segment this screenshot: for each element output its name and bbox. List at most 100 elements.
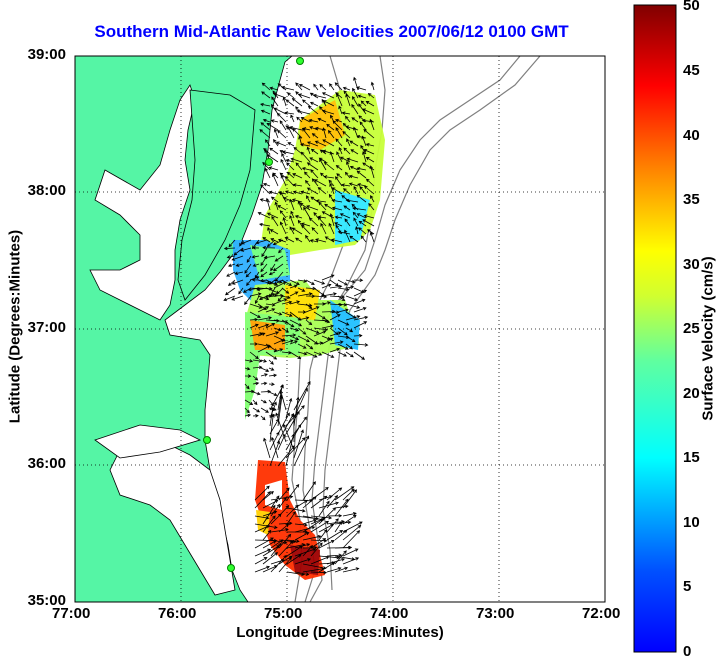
velocity-arrow xyxy=(353,343,369,347)
velocity-arrow xyxy=(292,183,303,187)
velocity-patch-hatteras-gap xyxy=(265,480,282,510)
velocity-arrow xyxy=(310,515,333,520)
velocity-arrow xyxy=(293,146,303,155)
velocity-arrow xyxy=(262,540,277,549)
velocity-arrow xyxy=(306,141,319,147)
velocity-arrow xyxy=(282,216,287,227)
velocity-arrow xyxy=(334,222,343,227)
velocity-arrow xyxy=(294,571,310,576)
velocity-arrow xyxy=(257,345,271,353)
velocity-arrow xyxy=(337,295,346,302)
velocity-arrow xyxy=(244,389,255,394)
velocity-arrow xyxy=(311,133,319,139)
map-title: Southern Mid-Atlantic Raw Velocities 200… xyxy=(94,22,569,41)
velocity-arrow xyxy=(297,335,310,343)
velocity-arrow xyxy=(349,165,359,171)
velocity-arrow xyxy=(259,129,271,139)
velocity-arrow xyxy=(297,310,307,314)
velocity-arrow xyxy=(262,515,276,533)
velocity-arrow xyxy=(341,195,351,203)
velocity-arrow xyxy=(287,142,295,147)
velocity-arrow xyxy=(282,96,287,107)
velocity-arrow xyxy=(286,530,309,534)
velocity-arrow xyxy=(268,190,279,195)
velocity-arrow xyxy=(326,487,343,501)
velocity-arrow xyxy=(321,301,331,305)
velocity-arrow xyxy=(367,92,375,99)
velocity-arrow xyxy=(363,148,375,155)
velocity-arrow xyxy=(255,239,268,245)
velocity-arrow xyxy=(297,279,308,283)
velocity-arrow xyxy=(353,185,359,195)
velocity-arrow xyxy=(336,173,343,179)
velocity-arrow xyxy=(301,99,311,107)
velocity-arrow xyxy=(269,440,281,467)
velocity-arrow xyxy=(297,343,307,349)
velocity-arrow xyxy=(329,182,335,195)
velocity-arrow xyxy=(287,126,295,139)
velocity-patch-north-cyan xyxy=(335,190,370,245)
velocity-arrow xyxy=(281,279,293,286)
velocity-arrow xyxy=(318,500,330,517)
velocity-arrow xyxy=(326,530,344,541)
velocity-arrow xyxy=(289,214,295,227)
velocity-arrow xyxy=(356,166,367,171)
velocity-arrow xyxy=(343,147,351,155)
velocity-arrow xyxy=(313,351,323,356)
velocity-arrow xyxy=(337,287,350,292)
colorbar-tick-label: 10 xyxy=(683,514,700,531)
colorbar-tick-label: 40 xyxy=(683,127,700,144)
velocity-arrow xyxy=(365,178,375,187)
colorbar-tick-label: 25 xyxy=(683,320,700,337)
velocity-arrow xyxy=(326,518,339,533)
velocity-arrow xyxy=(362,162,375,171)
velocity-arrow xyxy=(342,488,355,501)
velocity-arrow xyxy=(305,234,311,243)
velocity-arrow xyxy=(295,237,303,243)
velocity-arrow xyxy=(343,205,351,211)
velocity-arrow xyxy=(297,200,303,211)
velocity-arrow xyxy=(321,324,335,329)
velocity-arrow xyxy=(231,295,244,301)
velocity-arrow xyxy=(313,327,328,332)
velocity-arrow xyxy=(289,327,300,332)
velocity-arrow xyxy=(238,287,244,295)
velocity-arrow xyxy=(286,504,299,517)
velocity-arrow xyxy=(269,229,279,235)
velocity-arrow xyxy=(265,197,271,211)
velocity-arrow xyxy=(306,162,319,171)
velocity-arrow xyxy=(275,141,287,147)
velocity-arrow xyxy=(326,566,342,573)
velocity-arrow xyxy=(342,530,361,549)
velocity-arrow xyxy=(267,226,271,235)
velocity-arrow xyxy=(262,552,279,565)
velocity-arrow xyxy=(305,279,315,285)
radar-site-marker xyxy=(296,57,304,65)
velocity-arrow xyxy=(352,95,359,107)
velocity-arrow xyxy=(260,373,268,377)
velocity-arrow xyxy=(344,218,351,227)
velocity-arrow xyxy=(289,198,295,211)
velocity-arrow xyxy=(362,108,375,115)
velocity-arrow xyxy=(272,92,287,99)
velocity-arrow xyxy=(289,351,302,359)
x-axis-title: Longitude (Degrees:Minutes) xyxy=(236,624,444,641)
velocity-arrow xyxy=(281,311,293,317)
velocity-arrow xyxy=(272,239,284,246)
velocity-arrow xyxy=(337,302,348,307)
velocity-arrow xyxy=(231,255,244,261)
velocity-arrow xyxy=(249,303,263,309)
velocity-arrow xyxy=(329,213,335,227)
velocity-arrow xyxy=(352,206,367,211)
velocity-arrow xyxy=(307,105,319,115)
velocity-arrow xyxy=(295,162,303,171)
velocity-arrow xyxy=(286,539,300,543)
velocity-arrow xyxy=(244,374,252,378)
velocity-arrow xyxy=(262,529,272,541)
velocity-arrow xyxy=(265,308,276,313)
colorbar-tick-label: 15 xyxy=(683,449,700,466)
velocity-arrow xyxy=(334,498,349,517)
graticule xyxy=(75,56,605,602)
velocity-arrow xyxy=(249,351,259,360)
